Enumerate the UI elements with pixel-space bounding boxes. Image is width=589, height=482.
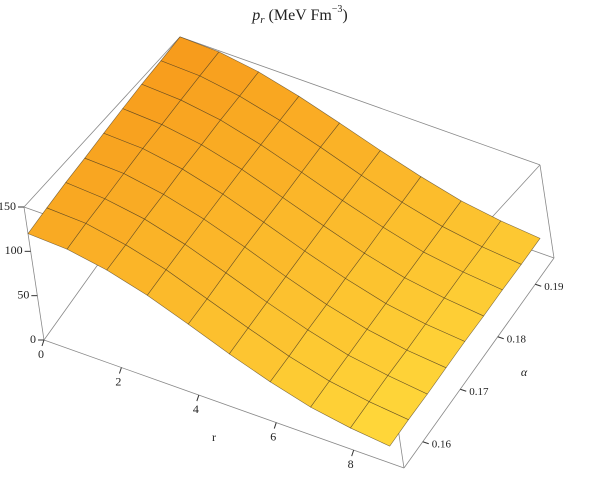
chart-title: pr (MeV Fm−3) bbox=[251, 4, 348, 25]
title-exponent: −3 bbox=[332, 4, 343, 15]
x-tick-label: 4 bbox=[193, 402, 199, 416]
x-tick-label: 8 bbox=[348, 457, 354, 471]
surface-patch bbox=[27, 207, 87, 250]
x-tick bbox=[118, 367, 122, 374]
y-tick bbox=[535, 283, 542, 287]
x-tick-label: 2 bbox=[115, 374, 121, 388]
y-axis-label: α bbox=[521, 365, 528, 379]
z-tick-label: 150 bbox=[0, 199, 16, 213]
y-tick-label: 0.16 bbox=[432, 438, 452, 450]
x-tick bbox=[41, 339, 45, 347]
x-axis-label: r bbox=[212, 430, 216, 444]
z-tick-label: 0 bbox=[30, 332, 36, 346]
z-tick-label: 100 bbox=[5, 243, 23, 257]
y-tick-label: 0.19 bbox=[544, 281, 564, 293]
title-symbol: p bbox=[251, 7, 260, 24]
y-tick bbox=[497, 336, 504, 340]
box-edge bbox=[43, 339, 405, 469]
box-edge bbox=[23, 206, 45, 341]
y-tick bbox=[422, 441, 429, 445]
y-tick bbox=[460, 388, 467, 392]
box-edge bbox=[403, 257, 555, 469]
title-subscript: r bbox=[260, 14, 265, 26]
x-tick bbox=[273, 422, 277, 429]
box-edge bbox=[23, 36, 181, 208]
x-tick bbox=[351, 449, 355, 457]
x-tick-label: 0 bbox=[38, 347, 44, 361]
y-tick-label: 0.17 bbox=[469, 386, 489, 398]
y-tick-label: 0.18 bbox=[507, 333, 527, 345]
title-close: ) bbox=[342, 7, 347, 24]
title-unit: (MeV Fm bbox=[269, 7, 333, 24]
box-edge bbox=[539, 164, 555, 259]
z-tick-label: 50 bbox=[17, 287, 29, 301]
x-tick bbox=[196, 394, 200, 402]
box-edge bbox=[179, 36, 541, 166]
x-tick-label: 6 bbox=[270, 429, 276, 443]
